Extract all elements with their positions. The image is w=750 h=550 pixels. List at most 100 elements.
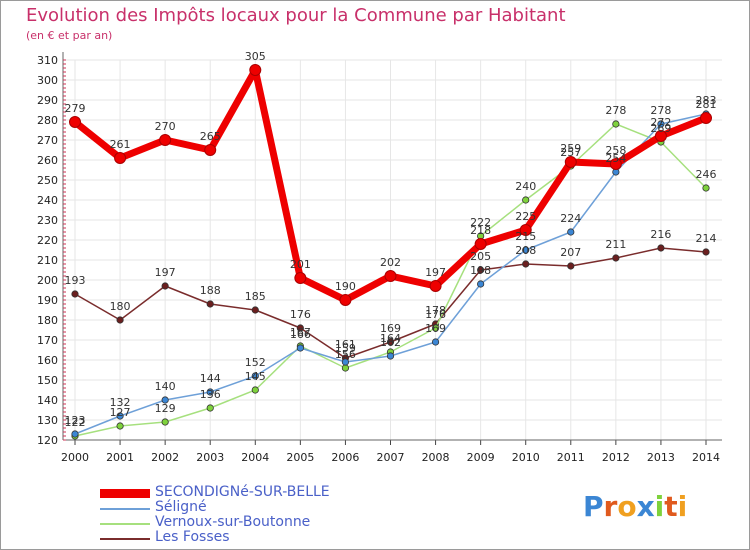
data-label: 211 bbox=[605, 238, 626, 251]
data-label: 188 bbox=[200, 284, 221, 297]
data-label: 278 bbox=[650, 104, 671, 117]
data-label: 169 bbox=[380, 322, 401, 335]
data-point bbox=[251, 306, 259, 314]
data-label: 145 bbox=[245, 370, 266, 383]
data-point bbox=[702, 184, 710, 192]
data-label: 246 bbox=[696, 168, 717, 181]
data-label: 132 bbox=[110, 396, 131, 409]
logo-letter: o bbox=[617, 490, 637, 523]
data-point bbox=[71, 430, 79, 438]
logo-letter: i bbox=[677, 490, 688, 523]
y-tick-label: 290 bbox=[37, 94, 58, 107]
data-label: 218 bbox=[470, 224, 491, 237]
legend-label-les-fosses: Les Fosses bbox=[155, 529, 230, 545]
data-label: 270 bbox=[155, 120, 176, 133]
data-point bbox=[612, 254, 620, 262]
data-point bbox=[522, 246, 530, 254]
data-point bbox=[431, 324, 440, 332]
data-point bbox=[522, 196, 530, 204]
legend-swatch-seligne bbox=[100, 508, 150, 510]
x-tick-label: 2000 bbox=[61, 451, 89, 464]
data-point bbox=[161, 418, 169, 426]
data-point bbox=[339, 294, 352, 306]
data-label: 129 bbox=[155, 402, 176, 415]
data-point bbox=[116, 422, 124, 430]
x-tick-label: 2005 bbox=[286, 451, 314, 464]
data-label: 176 bbox=[290, 308, 311, 321]
data-label: 278 bbox=[605, 104, 626, 117]
data-label: 162 bbox=[380, 336, 401, 349]
data-label: 272 bbox=[650, 116, 671, 129]
y-tick-label: 270 bbox=[37, 134, 58, 147]
data-label: 215 bbox=[515, 230, 536, 243]
data-point bbox=[522, 260, 530, 268]
y-tick-label: 250 bbox=[37, 174, 58, 187]
data-point bbox=[567, 228, 575, 236]
legend-label-vernoux: Vernoux-sur-Boutonne bbox=[155, 514, 311, 530]
data-label: 205 bbox=[470, 250, 491, 263]
y-tick-label: 200 bbox=[37, 274, 58, 287]
data-label: 281 bbox=[696, 98, 717, 111]
data-point bbox=[251, 372, 259, 380]
legend-label-secondigne: SECONDIGNé-SUR-BELLE bbox=[155, 484, 330, 500]
data-point bbox=[386, 352, 395, 360]
data-label: 156 bbox=[335, 348, 356, 361]
data-label: 225 bbox=[515, 210, 536, 223]
data-point bbox=[386, 338, 395, 346]
logo-letter: P bbox=[583, 490, 604, 523]
proxiti-logo: Proxiti bbox=[583, 490, 687, 523]
data-label: 140 bbox=[155, 380, 176, 393]
data-point bbox=[657, 120, 665, 128]
data-label: 222 bbox=[470, 216, 491, 229]
data-label: 305 bbox=[245, 50, 266, 63]
data-label: 202 bbox=[380, 256, 401, 269]
y-tick-label: 160 bbox=[37, 354, 58, 367]
data-label: 265 bbox=[200, 130, 221, 143]
data-point bbox=[249, 64, 262, 76]
x-tick-label: 2009 bbox=[467, 451, 495, 464]
data-point bbox=[159, 134, 172, 146]
y-tick-label: 230 bbox=[37, 214, 58, 227]
y-tick-label: 120 bbox=[37, 434, 58, 447]
data-label: 190 bbox=[335, 280, 356, 293]
data-point bbox=[657, 244, 665, 252]
data-label: 159 bbox=[335, 342, 356, 355]
data-label: 198 bbox=[470, 264, 491, 277]
data-point bbox=[296, 344, 304, 352]
data-label: 258 bbox=[605, 144, 626, 157]
data-point bbox=[612, 120, 620, 128]
data-point bbox=[567, 262, 575, 270]
x-tick-label: 2004 bbox=[241, 451, 269, 464]
data-point bbox=[251, 386, 259, 394]
y-tick-label: 240 bbox=[37, 194, 58, 207]
y-tick-label: 210 bbox=[37, 254, 58, 267]
x-tick-label: 2001 bbox=[106, 451, 134, 464]
data-label: 257 bbox=[560, 146, 581, 159]
data-label: 176 bbox=[425, 308, 446, 321]
data-point bbox=[116, 316, 124, 324]
x-tick-label: 2010 bbox=[512, 451, 540, 464]
data-point bbox=[700, 112, 712, 124]
data-point bbox=[161, 396, 169, 404]
logo-letter: i bbox=[654, 490, 665, 523]
data-point bbox=[341, 358, 350, 366]
data-point bbox=[564, 156, 577, 168]
data-point bbox=[206, 404, 214, 412]
y-tick-label: 130 bbox=[37, 414, 58, 427]
data-label: 193 bbox=[65, 274, 86, 287]
data-label: 216 bbox=[650, 228, 671, 241]
data-point bbox=[654, 130, 667, 142]
data-point bbox=[206, 388, 214, 396]
y-tick-label: 220 bbox=[37, 234, 58, 247]
y-tick-label: 180 bbox=[37, 314, 58, 327]
data-point bbox=[114, 152, 127, 164]
data-label: 240 bbox=[515, 180, 536, 193]
data-point bbox=[702, 248, 710, 256]
data-label: 208 bbox=[515, 244, 536, 257]
data-label: 127 bbox=[110, 406, 131, 419]
x-tick-label: 2013 bbox=[647, 451, 675, 464]
data-label: 164 bbox=[380, 332, 401, 345]
x-tick-label: 2003 bbox=[196, 451, 224, 464]
data-point bbox=[294, 272, 307, 284]
